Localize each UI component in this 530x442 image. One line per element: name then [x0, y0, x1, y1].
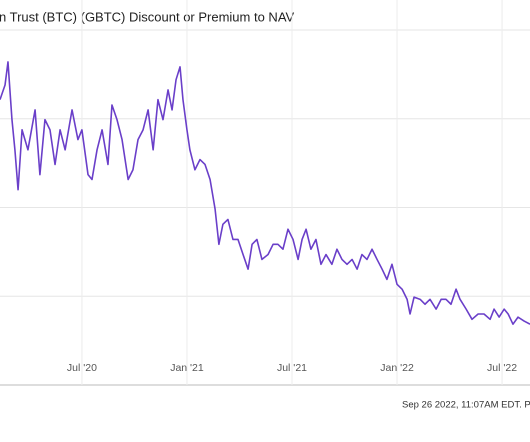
chart-title: n Trust (BTC) (GBTC) Discount or Premium…: [0, 9, 295, 24]
x-tick-label: Jul '21: [277, 362, 307, 374]
x-tick-label: Jan '22: [380, 362, 414, 374]
footer: Sep 26 2022, 11:07AM EDT. Powere: [402, 400, 530, 411]
x-tick-label: Jan '21: [170, 362, 204, 374]
x-tick-label: Jul '20: [67, 362, 97, 374]
x-tick-label: Jul '22: [487, 362, 517, 374]
data-line: [0, 61, 530, 326]
